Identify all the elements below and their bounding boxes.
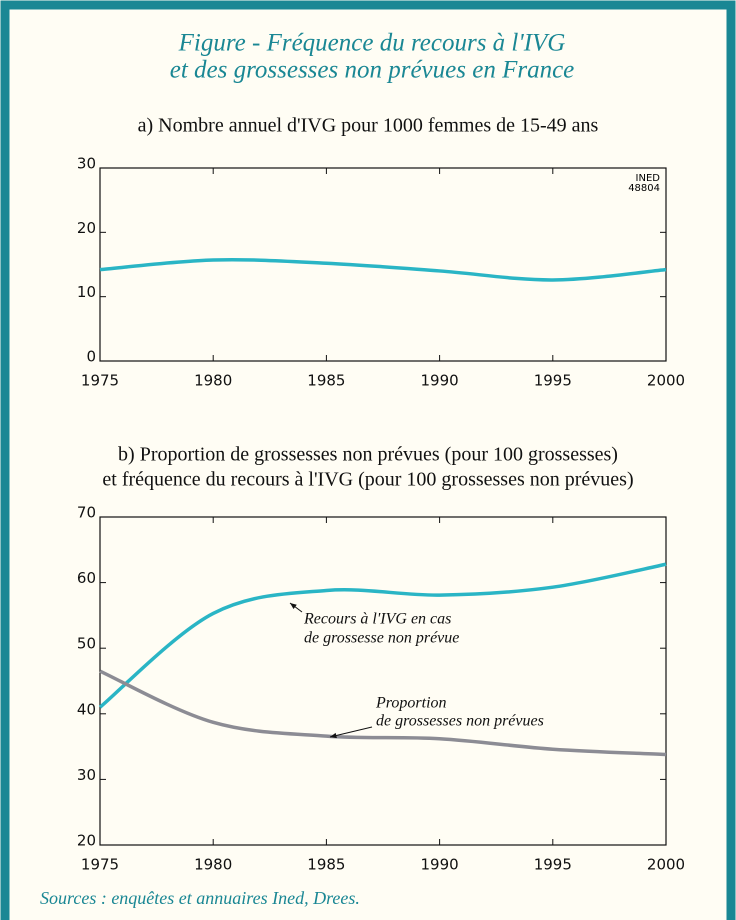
series-label: Recours à l'IVG en cas [303,611,451,628]
y-tick-label: 40 [77,700,96,718]
y-tick-label: 10 [77,283,96,301]
x-tick-label: 1990 [421,372,459,390]
x-tick-label: 1995 [534,372,572,390]
subplot-title: a) Nombre annuel d'IVG pour 1000 femmes … [138,115,599,137]
series-label: de grossesse non prévue [304,630,459,647]
label-arrowhead [290,603,297,610]
data-line [98,562,667,709]
label-arrowhead [330,732,337,739]
x-tick-label: 2000 [647,372,685,390]
x-tick-label: 1990 [421,856,459,874]
x-tick-label: 1985 [307,372,345,390]
x-tick-label: 1980 [194,856,232,874]
source: Sources : enquêtes et annuaires Ined, Dr… [40,888,360,908]
series-label: Proportion [375,695,447,712]
y-tick-label: 0 [86,348,96,366]
series-label: de grossesses non prévues [376,713,544,730]
x-tick-label: 2000 [647,856,685,874]
subplot-title: et fréquence du recours à l'IVG (pour 10… [102,469,633,491]
y-tick-label: 70 [77,504,96,522]
figure-title: et des grossesses non prévues en France [170,57,575,84]
label-arrow [329,726,373,738]
x-tick-label: 1975 [81,856,119,874]
subplot-title: b) Proportion de grossesses non prévues … [118,444,618,466]
annotation: 48804 [628,183,660,194]
plot-frame [99,167,667,362]
data-line [99,669,667,757]
y-tick-label: 20 [77,219,96,237]
y-tick-label: 30 [77,155,96,173]
y-tick-label: 30 [77,766,96,784]
data-line [99,257,667,282]
x-tick-label: 1980 [194,372,232,390]
x-tick-label: 1995 [534,856,572,874]
y-tick-label: 50 [77,635,96,653]
x-tick-label: 1975 [81,372,119,390]
plot-frame [99,516,667,846]
figure-title: Figure - Fréquence du recours à l'IVG [178,30,566,57]
x-tick-label: 1985 [307,856,345,874]
y-tick-label: 60 [77,569,96,587]
y-tick-label: 20 [77,832,96,850]
annotation: INED [636,173,661,184]
